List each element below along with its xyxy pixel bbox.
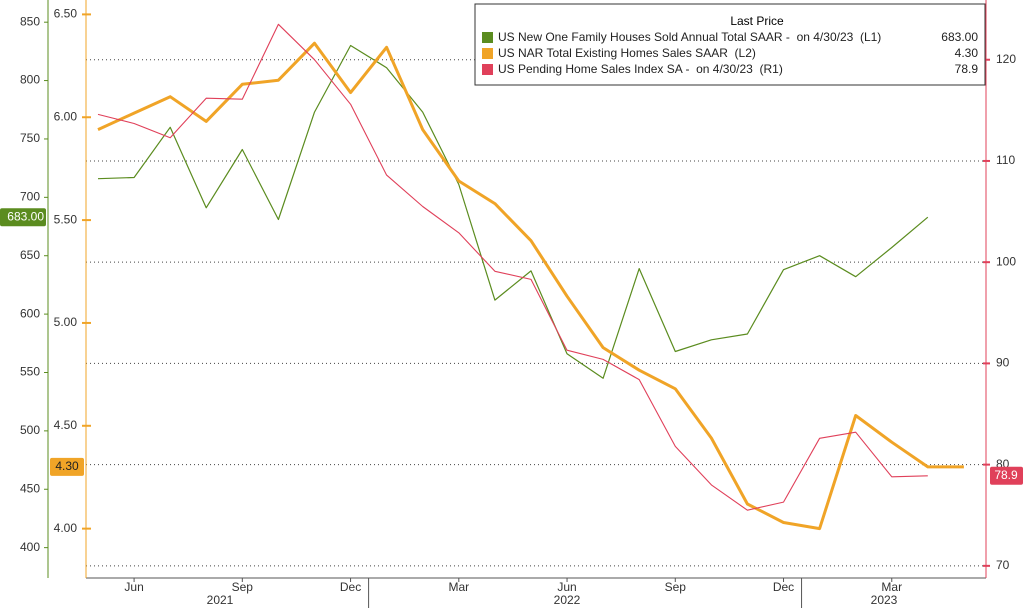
x-tick-label: Dec (340, 580, 361, 594)
y3-tick-label: 70 (996, 558, 1010, 572)
x-tick-label: Jun (124, 580, 143, 594)
y-tick-label: 650 (20, 248, 40, 262)
y2-tick-label: 6.00 (54, 109, 78, 123)
legend-value: 4.30 (955, 46, 979, 60)
x-tick-label: Mar (881, 580, 902, 594)
legend-swatch (482, 48, 493, 59)
x-tick-label: Mar (448, 580, 469, 594)
legend-value: 683.00 (941, 30, 978, 44)
value-badge (990, 466, 1023, 485)
legend-label: US NAR Total Existing Homes Sales SAAR (… (498, 46, 756, 60)
legend-label: US Pending Home Sales Index SA - on 4/30… (498, 62, 783, 76)
legend-box (474, 3, 986, 86)
value-badge (50, 457, 84, 476)
value-badge (0, 208, 46, 227)
y-tick-label: 750 (20, 131, 40, 145)
year-label: 2021 (207, 593, 234, 607)
series-line (97, 41, 964, 531)
y2-tick-label: 6.50 (54, 7, 78, 21)
x-tick-label: Sep (232, 580, 254, 594)
value-label: 4.30 (55, 459, 79, 473)
legend-swatch (482, 32, 493, 43)
x-tick-label: Dec (773, 580, 794, 594)
y2-tick-label: 4.50 (54, 418, 78, 432)
y-tick-label: 600 (20, 306, 40, 320)
y2-tick-label: 4.00 (54, 521, 78, 535)
y3-tick-label: 90 (996, 356, 1010, 370)
legend-value: 78.9 (955, 62, 979, 76)
y-tick-label: 850 (20, 14, 40, 28)
legend-title: Last Price (730, 14, 784, 28)
y-tick-label: 400 (20, 540, 40, 554)
value-label: 78.9 (994, 468, 1018, 482)
series-line (97, 44, 929, 379)
y-tick-label: 450 (20, 481, 40, 495)
x-tick-label: Sep (665, 580, 687, 594)
year-label: 2022 (554, 593, 581, 607)
y3-tick-label: 120 (996, 52, 1016, 66)
y-tick-label: 700 (20, 190, 40, 204)
value-label: 683.00 (7, 209, 44, 223)
legend-swatch (482, 64, 493, 75)
legend-label: US New One Family Houses Sold Annual Tot… (498, 30, 881, 44)
y3-tick-label: 100 (996, 254, 1016, 268)
year-label: 2023 (871, 593, 898, 607)
y2-tick-label: 5.50 (54, 212, 78, 226)
y3-tick-label: 110 (996, 153, 1015, 167)
series-line (97, 23, 928, 511)
y-tick-label: 500 (20, 423, 40, 437)
y-tick-label: 550 (20, 365, 40, 379)
y-tick-label: 800 (20, 73, 40, 87)
x-tick-label: Jun (557, 580, 576, 594)
y2-tick-label: 5.00 (54, 315, 78, 329)
